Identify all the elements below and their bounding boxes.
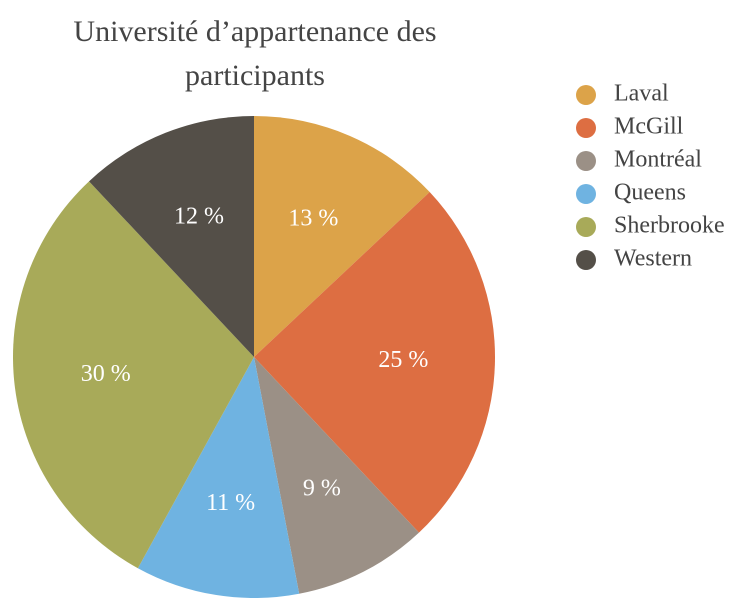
legend-swatch: [576, 217, 596, 237]
legend-swatch: [576, 184, 596, 204]
data-label: 25 %: [378, 347, 428, 373]
legend-label: McGill: [614, 114, 684, 140]
pie-slice: [254, 116, 430, 357]
legend-swatch: [576, 250, 596, 270]
data-label: 9 %: [303, 476, 341, 502]
data-label: 12 %: [174, 204, 224, 230]
legend-label: Western: [614, 246, 692, 272]
pie-slice: [254, 357, 419, 594]
legend-label: Montréal: [614, 147, 702, 173]
legend-swatch: [576, 151, 596, 171]
data-label: 11 %: [206, 490, 255, 516]
chart-title: Université d’appartenance des participan…: [73, 15, 437, 92]
legend-swatch: [576, 85, 596, 105]
pie-slice: [89, 116, 255, 357]
pie-slice: [137, 357, 300, 598]
data-label: 30 %: [81, 361, 131, 387]
data-label: 13 %: [288, 205, 338, 231]
pie-slice: [254, 192, 495, 533]
legend-swatch: [576, 118, 596, 138]
legend-label: Queens: [614, 180, 686, 206]
legend-label: Sherbrooke: [614, 213, 725, 239]
pie-slice: [12, 181, 254, 569]
legend-label: Laval: [614, 81, 669, 107]
